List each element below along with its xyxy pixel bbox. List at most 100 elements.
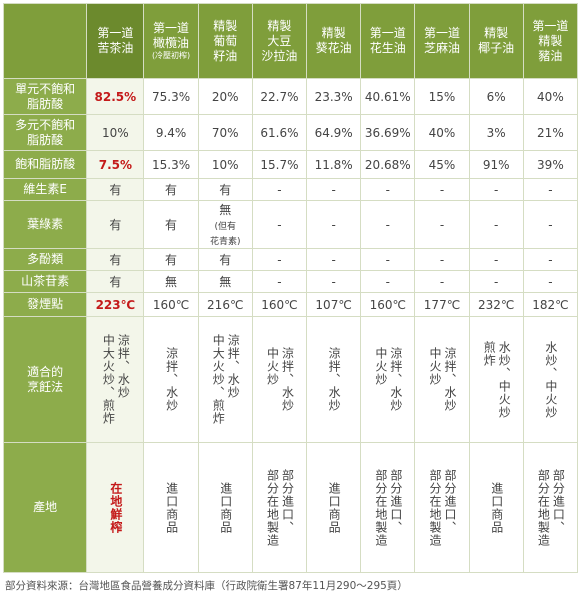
header-row: 第一道 苦茶油 第一道 橄欖油 (冷壓初榨) 精製 葡萄 籽油 精製 大豆 沙拉油 精製 葵花油…	[2, 3, 579, 79]
origin-text: 進口商品	[218, 481, 233, 534]
cell-cooking: 涼拌、水炒	[306, 316, 362, 443]
cell: 21%	[522, 114, 579, 151]
cell-origin: 進口商品	[197, 442, 253, 573]
col-header-line: 橄欖油	[153, 36, 190, 50]
col-header-line: 精製	[267, 18, 292, 33]
col-header-sunflower: 精製 葵花油	[306, 3, 362, 79]
cooking-text: 涼拌、水炒 中火炒	[265, 347, 295, 412]
row-smoke-point: 發煙點 223℃ 160℃ 216℃ 160℃ 107℃ 160℃ 177℃ 2…	[2, 292, 579, 317]
row-pufa: 多元不飽和 脂肪酸 10% 9.4% 70% 61.6% 64.9% 36.69%…	[2, 114, 579, 151]
cell: 177℃	[414, 292, 470, 317]
cell: 160℃	[143, 292, 199, 317]
col-header-line: 大豆	[267, 33, 292, 48]
row-label-polyphenol: 多酚類	[2, 248, 88, 271]
cell: 22.7%	[251, 78, 308, 115]
col-header-line: 椰子油	[478, 41, 515, 55]
row-chlorophyll: 葉綠素 有 有 無 (但有 花青素) - - - - - -	[2, 200, 579, 249]
col-header-line: 精製	[213, 18, 238, 33]
col-header-soybean: 精製 大豆 沙拉油	[251, 3, 308, 79]
footnote: 部分資料來源：台灣地區食品營養成分資料庫（行政院衛生署87年11月290～295…	[5, 580, 408, 592]
cell: 有	[143, 200, 199, 249]
row-label-sfa: 飽和脂肪酸	[2, 150, 88, 179]
cell: 232℃	[468, 292, 524, 317]
col-header-line: 第一道	[369, 26, 406, 40]
col-header-line: 第一道	[97, 26, 134, 40]
row-label-line: 適合的	[27, 364, 64, 379]
row-polyphenol: 多酚類 有 有 有 - - - - - -	[2, 248, 579, 271]
col-header-line: 第一道	[532, 18, 569, 33]
cell: -	[360, 178, 416, 201]
cell: -	[522, 248, 579, 271]
cell: 6%	[468, 78, 524, 115]
cell: 有	[197, 178, 253, 201]
cell: 39%	[522, 150, 579, 179]
oil-comparison-table: 第一道 苦茶油 第一道 橄欖油 (冷壓初榨) 精製 葡萄 籽油 精製 大豆 沙拉油 精製 葵花油…	[2, 3, 579, 573]
cell: -	[251, 270, 308, 293]
col-header-sub: (冷壓初榨)	[151, 51, 191, 60]
cell: -	[468, 200, 524, 249]
cell: -	[468, 178, 524, 201]
cell: -	[306, 270, 362, 293]
cell: 82.5%	[86, 78, 145, 115]
cell: 40%	[414, 114, 470, 151]
col-header-line: 苦茶油	[97, 41, 134, 55]
cell: 有	[197, 248, 253, 271]
col-header-lard: 第一道 精製 豬油	[522, 3, 579, 79]
cell: 223℃	[86, 292, 145, 317]
cell: 15.7%	[251, 150, 308, 179]
cell: 23.3%	[306, 78, 362, 115]
cell: -	[414, 200, 470, 249]
cell: 40.61%	[360, 78, 416, 115]
cell-note: 花青素)	[209, 237, 241, 247]
cell: -	[306, 248, 362, 271]
cell: 20%	[197, 78, 253, 115]
cell-origin: 部分進口、 部分在地製造	[414, 442, 470, 573]
cell: -	[251, 200, 308, 249]
origin-text: 部分進口、 部分在地製造	[428, 468, 457, 547]
col-header-grapeseed: 精製 葡萄 籽油	[197, 3, 253, 79]
row-saponin: 山茶苷素 有 無 無 - - - - - -	[2, 270, 579, 293]
row-label-line: 脂肪酸	[27, 132, 64, 147]
origin-text: 在地鮮榨	[108, 481, 123, 534]
cell: 10%	[86, 114, 145, 151]
row-sfa: 飽和脂肪酸 7.5% 15.3% 10% 15.7% 11.8% 20.68% …	[2, 150, 579, 179]
cell: 有	[143, 248, 199, 271]
cell: -	[360, 248, 416, 271]
cell: 182℃	[522, 292, 579, 317]
cell: 91%	[468, 150, 524, 179]
cell-origin: 部分進口、 部分在地製造	[522, 442, 579, 573]
col-header-line: 籽油	[213, 48, 238, 63]
cell: -	[468, 248, 524, 271]
cell: 無	[197, 270, 253, 293]
cell: 70%	[197, 114, 253, 151]
cell: -	[251, 178, 308, 201]
col-header-line: 第一道	[423, 26, 460, 40]
row-label-smoke-point: 發煙點	[2, 292, 88, 317]
cell: 15.3%	[143, 150, 199, 179]
cell-cooking: 涼拌、水炒 中火炒	[360, 316, 416, 443]
cell-cooking: 涼拌、水炒 中火炒	[414, 316, 470, 443]
row-label-line: 多元不飽和	[15, 117, 76, 132]
cell: 有	[86, 178, 145, 201]
cell: 64.9%	[306, 114, 362, 151]
cell-origin: 部分進口、 部分在地製造	[251, 442, 308, 573]
cell: 45%	[414, 150, 470, 179]
row-vitamin-e: 維生素E 有 有 有 - - - - - -	[2, 178, 579, 201]
cell: -	[306, 200, 362, 249]
origin-text: 進口商品	[327, 481, 342, 534]
cooking-text: 水炒、中火炒	[543, 340, 558, 419]
col-header-line: 精製	[321, 26, 346, 40]
cell: -	[414, 178, 470, 201]
col-header-line: 沙拉油	[261, 48, 298, 63]
cell: 40%	[522, 78, 579, 115]
col-header-line: 精製	[538, 33, 563, 48]
cell-cooking: 涼拌、水炒 中火炒	[251, 316, 308, 443]
cell: -	[306, 178, 362, 201]
origin-text: 部分進口、 部分在地製造	[536, 468, 566, 547]
cell: 11.8%	[306, 150, 362, 179]
cell: 有	[86, 200, 145, 249]
cell-origin: 進口商品	[143, 442, 199, 573]
cooking-text: 水炒、中火炒 煎炸	[482, 340, 512, 419]
col-header-coconut: 精製 椰子油	[468, 3, 524, 79]
cell: 9.4%	[143, 114, 199, 151]
